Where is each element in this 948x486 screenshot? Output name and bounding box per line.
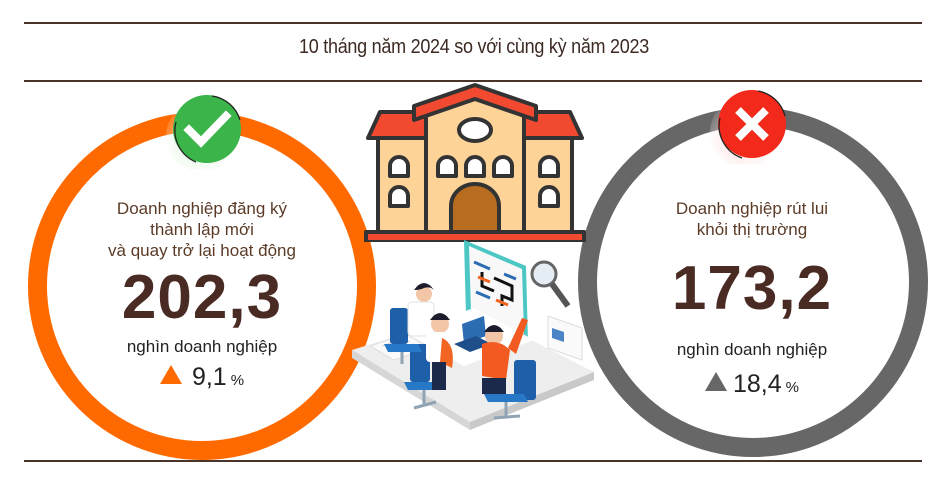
up-triangle-icon (159, 365, 182, 384)
page-title: 10 tháng năm 2024 so với cùng kỳ năm 202… (299, 36, 649, 58)
exit-business-change: 18,4 % (704, 370, 799, 399)
new-business-change: 9,1 % (159, 363, 245, 392)
x-icon (710, 86, 788, 164)
new-business-value: 202,3 (121, 263, 283, 332)
new-business-label-line-3: và quay trở lại hoạt động (108, 241, 296, 260)
new-business-change-unit: % (230, 372, 245, 389)
exit-business-label-line-1: Doanh nghiệp rút lui (675, 199, 829, 218)
exit-business-change-unit: % (785, 379, 799, 396)
exit-business-label-line-2: khỏi thị trường (696, 220, 808, 239)
exit-business-change-value: 18,4 (732, 370, 782, 398)
business-meeting-illustration (344, 232, 600, 447)
new-business-label-line-1: Doanh nghiệp đăng ký (116, 199, 288, 218)
exit-business-value: 173,2 (671, 254, 833, 323)
bottom-divider (24, 460, 922, 462)
new-business-unit: nghìn doanh nghiệp (126, 337, 278, 356)
building-icon (362, 82, 588, 247)
new-business-change-value: 9,1 (191, 363, 227, 391)
left-stats: Doanh nghiệp đăng ký thành lập mới và qu… (60, 198, 344, 392)
check-icon (166, 92, 244, 170)
right-stats: Doanh nghiệp rút lui khỏi thị trường 173… (610, 198, 894, 399)
top-divider (24, 22, 922, 24)
exit-business-unit: nghìn doanh nghiệp (676, 340, 828, 359)
up-triangle-icon (704, 372, 727, 391)
header-divider (24, 80, 922, 82)
new-business-label-line-2: thành lập mới (150, 220, 254, 239)
